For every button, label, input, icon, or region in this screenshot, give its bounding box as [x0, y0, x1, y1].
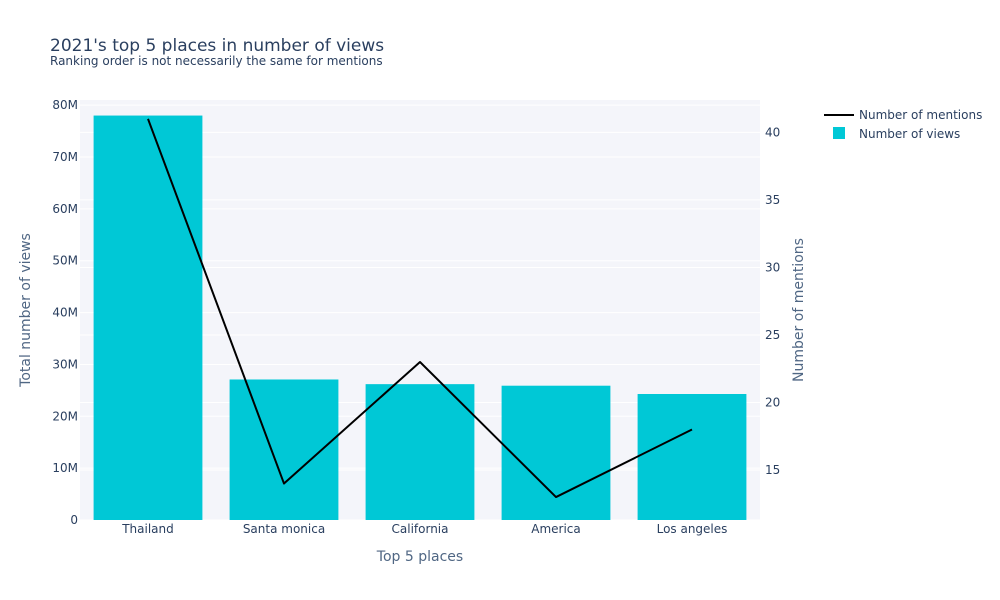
y-tick-label: 10M: [52, 461, 78, 475]
y-tick-label: 30M: [52, 357, 78, 371]
chart-subtitle: Ranking order is not necessarily the sam…: [50, 54, 383, 68]
y-tick-label: 80M: [52, 98, 78, 112]
y2-tick-label: 15: [765, 463, 780, 477]
y2-tick-label: 25: [765, 328, 780, 342]
y2-tick-label: 40: [765, 125, 780, 139]
legend-bar-swatch: [833, 127, 845, 139]
x-tick-label: Santa monica: [243, 522, 325, 536]
chart-title: 2021's top 5 places in number of views: [50, 36, 384, 56]
y2-tick-label: 30: [765, 260, 780, 274]
y-axis-ticks: 0 10M 20M 30M 40M 50M 60M 70M 80M: [52, 98, 78, 527]
y2-tick-label: 35: [765, 193, 780, 207]
bar-california: [365, 384, 475, 520]
y-tick-label: 20M: [52, 409, 78, 423]
line-series: [147, 118, 693, 499]
x-tick-label: Thailand: [121, 522, 174, 536]
y2-axis-ticks: 15 20 25 30 35 40: [765, 125, 780, 477]
x-tick-label: Los angeles: [657, 522, 728, 536]
legend-label-mentions: Number of mentions: [859, 108, 982, 122]
y-axis-title: Total number of views: [18, 233, 34, 388]
y-tick-label: 40M: [52, 306, 78, 320]
y-tick-label: 50M: [52, 254, 78, 268]
x-axis-ticks: Thailand Santa monica California America Los…: [121, 522, 727, 536]
x-axis-title: Top 5 places: [376, 549, 463, 565]
bar-los-angeles: [637, 394, 747, 520]
y2-axis-title: Number of mentions: [791, 238, 807, 382]
legend: Number of mentions Number of views: [824, 108, 982, 141]
y-tick-label: 0: [70, 513, 78, 527]
x-tick-label: California: [392, 522, 449, 536]
y-tick-label: 60M: [52, 202, 78, 216]
legend-label-views: Number of views: [859, 127, 960, 141]
bar-america: [501, 385, 611, 520]
bar-santa-monica: [229, 379, 339, 520]
mentions-line: [147, 118, 693, 499]
bar-series: [93, 115, 747, 521]
bar-thailand: [93, 115, 203, 521]
y2-tick-label: 20: [765, 396, 780, 410]
y-tick-label: 70M: [52, 150, 78, 164]
x-tick-label: America: [531, 522, 581, 536]
